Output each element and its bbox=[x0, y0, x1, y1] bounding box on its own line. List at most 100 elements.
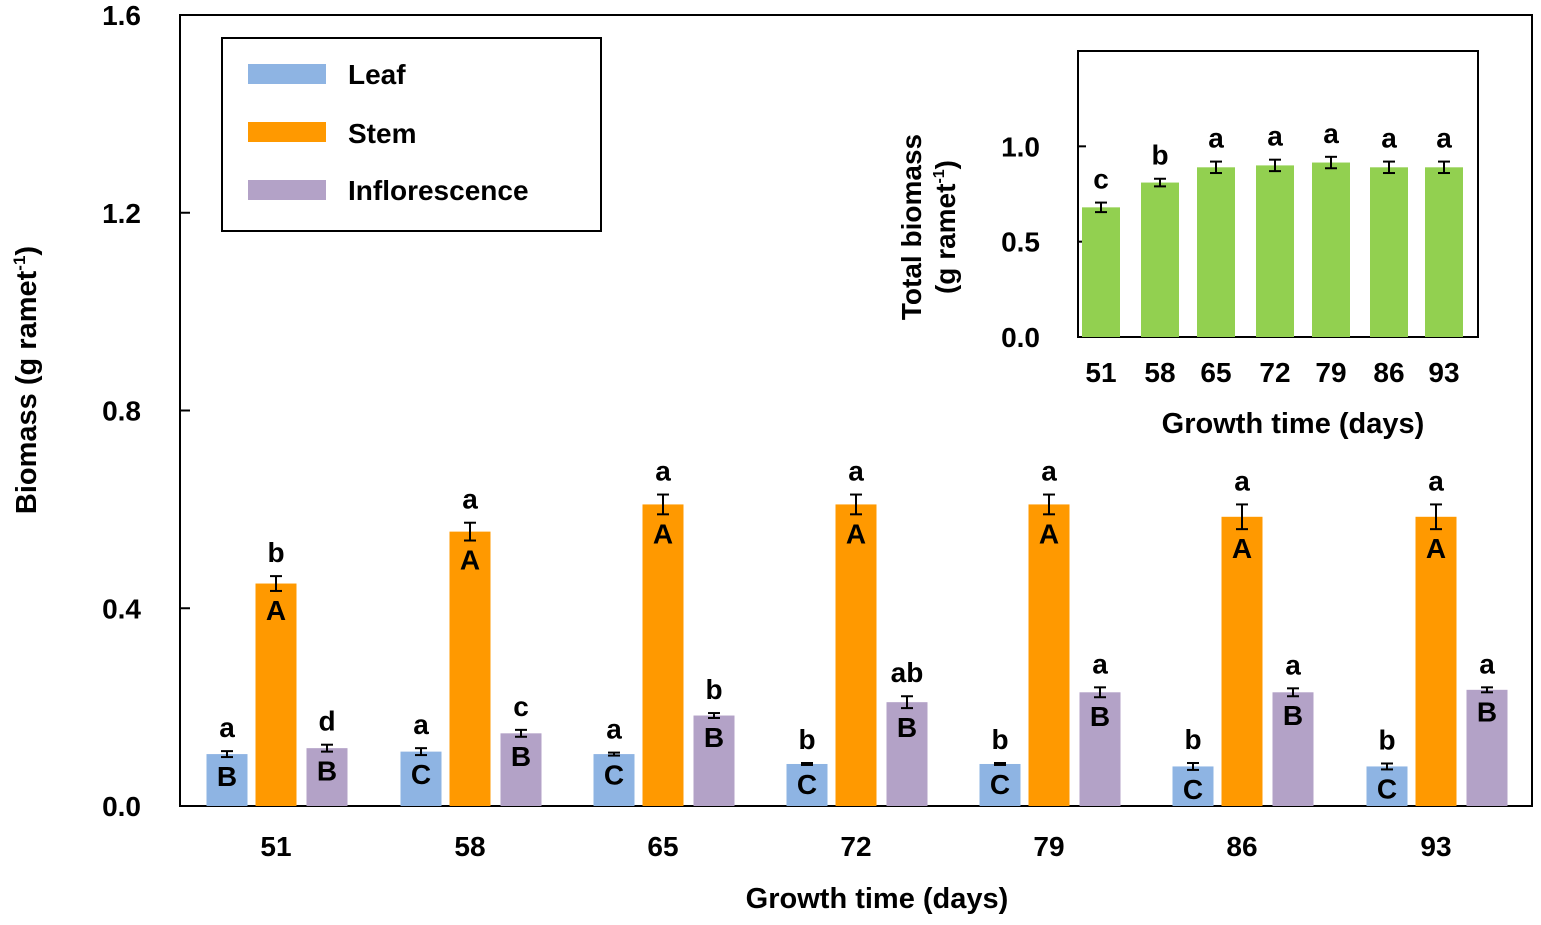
main-x-tick-label: 79 bbox=[1033, 831, 1064, 862]
legend: Leaf Stem Inflorescence bbox=[221, 37, 602, 232]
main-y-axis: 0.0 0.4 0.8 1.2 1.6 bbox=[102, 0, 190, 822]
main-y-tick-label: 0.4 bbox=[102, 593, 141, 624]
legend-label-stem: Stem bbox=[348, 118, 416, 149]
inset-sig-letter: a bbox=[1381, 123, 1397, 154]
main-x-tick-label: 72 bbox=[840, 831, 871, 862]
main-x-axis-title: Growth time (days) bbox=[746, 883, 1009, 915]
sig-letter-upper-leaf: C bbox=[1183, 774, 1203, 805]
sig-letter-upper-stem: A bbox=[846, 518, 866, 549]
sig-letter-lower-stem: b bbox=[267, 537, 284, 568]
main-x-tick-label: 86 bbox=[1226, 831, 1257, 862]
main-y-axis-title-text: Biomass (g ramet bbox=[11, 270, 43, 514]
sig-letter-lower-stem: a bbox=[655, 456, 671, 487]
sig-letter-upper-inflorescence: B bbox=[1090, 701, 1110, 732]
sig-letter-upper-leaf: C bbox=[1377, 773, 1397, 804]
sig-letter-lower-leaf: b bbox=[798, 724, 815, 755]
bar-stem-79 bbox=[1028, 504, 1070, 806]
inset-y-axis-title-line2-text: (g ramet bbox=[930, 184, 961, 294]
inset-sig-letter: a bbox=[1208, 123, 1224, 154]
sig-letter-upper-inflorescence: B bbox=[1477, 696, 1497, 727]
main-y-axis-title: Biomass (g ramet-1) bbox=[10, 246, 43, 514]
legend-label-inflorescence: Inflorescence bbox=[348, 175, 529, 206]
bar-stem-72 bbox=[835, 504, 877, 806]
bar-leaf-79 bbox=[979, 763, 1021, 806]
inset-x-axis-title: Growth time (days) bbox=[1162, 408, 1425, 440]
bar-stem-65 bbox=[642, 504, 684, 806]
sig-letter-lower-inflorescence: c bbox=[513, 691, 529, 722]
sig-letter-upper-stem: A bbox=[1426, 533, 1446, 564]
main-y-tick-label: 0.0 bbox=[102, 791, 141, 822]
inset-y-axis: 0.0 0.5 1.0 bbox=[1001, 131, 1086, 353]
inset-y-tick-label: 0.5 bbox=[1001, 227, 1040, 258]
inset-y-tick-label: 1.0 bbox=[1001, 131, 1040, 162]
sig-letter-lower-inflorescence: d bbox=[318, 706, 335, 737]
sig-letter-upper-leaf: C bbox=[411, 759, 431, 790]
inset-y-tick-label: 0.0 bbox=[1001, 322, 1040, 353]
bar-inflorescence-72 bbox=[886, 702, 928, 806]
main-y-tick-label: 1.2 bbox=[102, 198, 141, 229]
sig-letter-lower-inflorescence: ab bbox=[891, 657, 924, 688]
bar-inflorescence-58 bbox=[500, 733, 542, 806]
sig-letter-upper-stem: A bbox=[653, 518, 673, 549]
sig-letter-upper-leaf: B bbox=[217, 761, 237, 792]
sig-letter-lower-inflorescence: a bbox=[1092, 648, 1108, 679]
inset-sig-letter: a bbox=[1436, 123, 1452, 154]
sig-letter-lower-leaf: a bbox=[606, 714, 622, 745]
inset-chart: 0.0 0.5 1.0 51 58 65 72 79 86 93 c b a a a a a Growth … bbox=[896, 50, 1479, 440]
bar-leaf-65 bbox=[593, 754, 635, 806]
inset-sig-letter: a bbox=[1267, 121, 1283, 152]
bar-leaf-86 bbox=[1172, 766, 1214, 806]
inset-sig-letter: a bbox=[1323, 118, 1339, 149]
main-x-tick-label: 58 bbox=[454, 831, 485, 862]
sig-letter-upper-inflorescence: B bbox=[317, 756, 337, 787]
main-x-tick-label: 65 bbox=[647, 831, 678, 862]
inset-y-axis-title-close: ) bbox=[930, 160, 961, 169]
inset-x-axis: 51 58 65 72 79 86 93 bbox=[1085, 357, 1459, 388]
inset-x-tick-label: 51 bbox=[1085, 357, 1116, 388]
sig-letter-upper-leaf: C bbox=[990, 769, 1010, 800]
inset-bar-72 bbox=[1256, 165, 1294, 337]
sig-letter-upper-leaf: C bbox=[604, 760, 624, 791]
bar-inflorescence-93 bbox=[1466, 689, 1508, 806]
inset-bar-58 bbox=[1141, 182, 1179, 337]
sig-letter-lower-leaf: a bbox=[219, 712, 235, 743]
legend-label-leaf: Leaf bbox=[348, 59, 406, 90]
bar-leaf-58 bbox=[400, 751, 442, 806]
sig-letter-lower-inflorescence: a bbox=[1285, 649, 1301, 680]
main-x-tick-label: 51 bbox=[260, 831, 291, 862]
inset-bar-79 bbox=[1312, 162, 1350, 337]
sig-letter-upper-stem: A bbox=[266, 595, 286, 626]
inset-y-axis-title-line1: Total biomass bbox=[896, 134, 927, 320]
sig-letter-lower-leaf: a bbox=[413, 709, 429, 740]
inset-y-axis-title-line2: (g ramet-1) bbox=[930, 160, 961, 294]
sig-letter-lower-inflorescence: a bbox=[1479, 648, 1495, 679]
sig-letter-lower-leaf: b bbox=[1184, 724, 1201, 755]
bar-leaf-51 bbox=[206, 754, 248, 806]
inset-x-tick-label: 93 bbox=[1428, 357, 1459, 388]
inset-y-axis-title-superscript: -1 bbox=[931, 169, 948, 183]
sig-letter-lower-leaf: b bbox=[991, 724, 1008, 755]
bar-inflorescence-86 bbox=[1272, 692, 1314, 806]
sig-letter-lower-stem: a bbox=[1428, 465, 1444, 496]
sig-letter-upper-stem: A bbox=[1039, 518, 1059, 549]
bar-stem-58 bbox=[449, 531, 491, 806]
legend-swatch-inflorescence bbox=[248, 180, 326, 200]
inset-x-tick-label: 79 bbox=[1315, 357, 1346, 388]
inset-bar-51 bbox=[1082, 207, 1120, 337]
sig-letter-upper-inflorescence: B bbox=[704, 722, 724, 753]
sig-letter-lower-stem: a bbox=[462, 484, 478, 515]
bar-inflorescence-79 bbox=[1079, 692, 1121, 806]
bar-leaf-72 bbox=[786, 763, 828, 806]
sig-letter-upper-stem: A bbox=[460, 545, 480, 576]
inset-x-tick-label: 72 bbox=[1259, 357, 1290, 388]
main-bars: aBaCaCbCbCbCbCbAaAaAaAaAaAaAdBcBbBabBaBa… bbox=[206, 456, 1508, 806]
sig-letter-lower-inflorescence: b bbox=[705, 674, 722, 705]
legend-swatch-leaf bbox=[248, 64, 326, 84]
main-y-tick-label: 1.6 bbox=[102, 0, 141, 31]
sig-letter-lower-stem: a bbox=[1041, 456, 1057, 487]
bar-inflorescence-51 bbox=[306, 748, 348, 806]
bar-stem-93 bbox=[1415, 516, 1457, 806]
inset-bar-86 bbox=[1370, 167, 1408, 337]
inset-bar-65 bbox=[1197, 167, 1235, 337]
